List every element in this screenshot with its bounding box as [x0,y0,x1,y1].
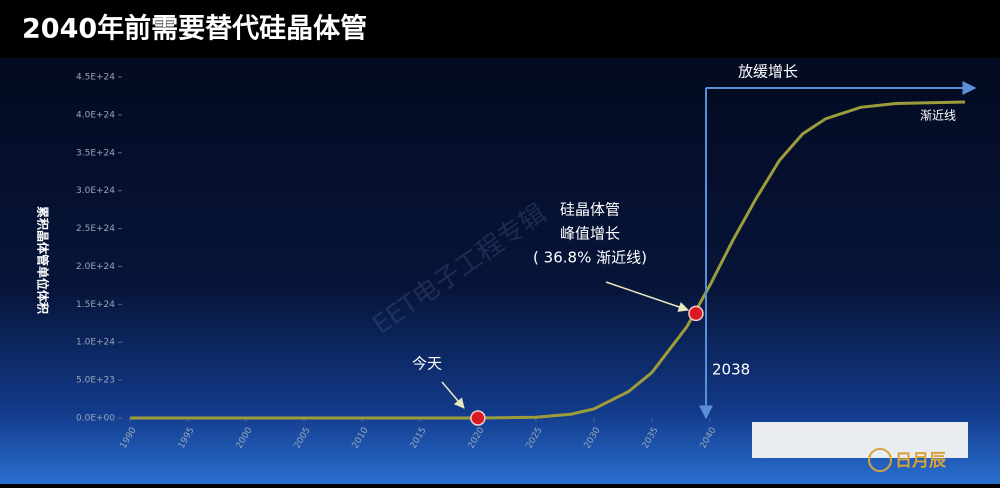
highlight-point [470,410,486,426]
peak-arrow [605,281,689,312]
y-tick-label: 5.0E+23 [76,376,115,386]
annotation: 今天 [412,355,442,373]
y-tick-label: 3.0E+24 [76,186,115,196]
y-tick-label: 3.5E+24 [76,148,115,158]
annotation: 硅晶体管 [560,201,620,219]
logo: 日月辰 [895,451,947,471]
y-tick-label: 2.5E+24 [76,224,115,234]
annotation: 峰值增长 [560,225,620,243]
title-band [0,0,1000,58]
logo-icon [868,448,892,472]
highlight-point [688,305,704,322]
y-tick-label: 0.0E+00 [76,414,115,424]
annotation: 放缓增长 [738,63,798,81]
y-tick-label: 2.0E+24 [76,262,115,272]
annotation: 2038 [712,361,750,379]
y-tick-label: 4.0E+24 [76,110,115,120]
blur-box [752,422,968,458]
annotation: 渐近线 [920,109,956,123]
annotation: ( 36.8% 渐近线) [533,249,647,267]
today-arrow [441,381,465,409]
y-tick-label: 1.0E+24 [76,338,115,348]
y-axis-label: 累积晶体管单位体积 [36,206,51,314]
chart-title: 2040年前需要替代硅晶体管 [22,13,367,45]
y-tick-label: 4.5E+24 [76,73,115,83]
y-tick-label: 1.5E+24 [76,300,115,310]
